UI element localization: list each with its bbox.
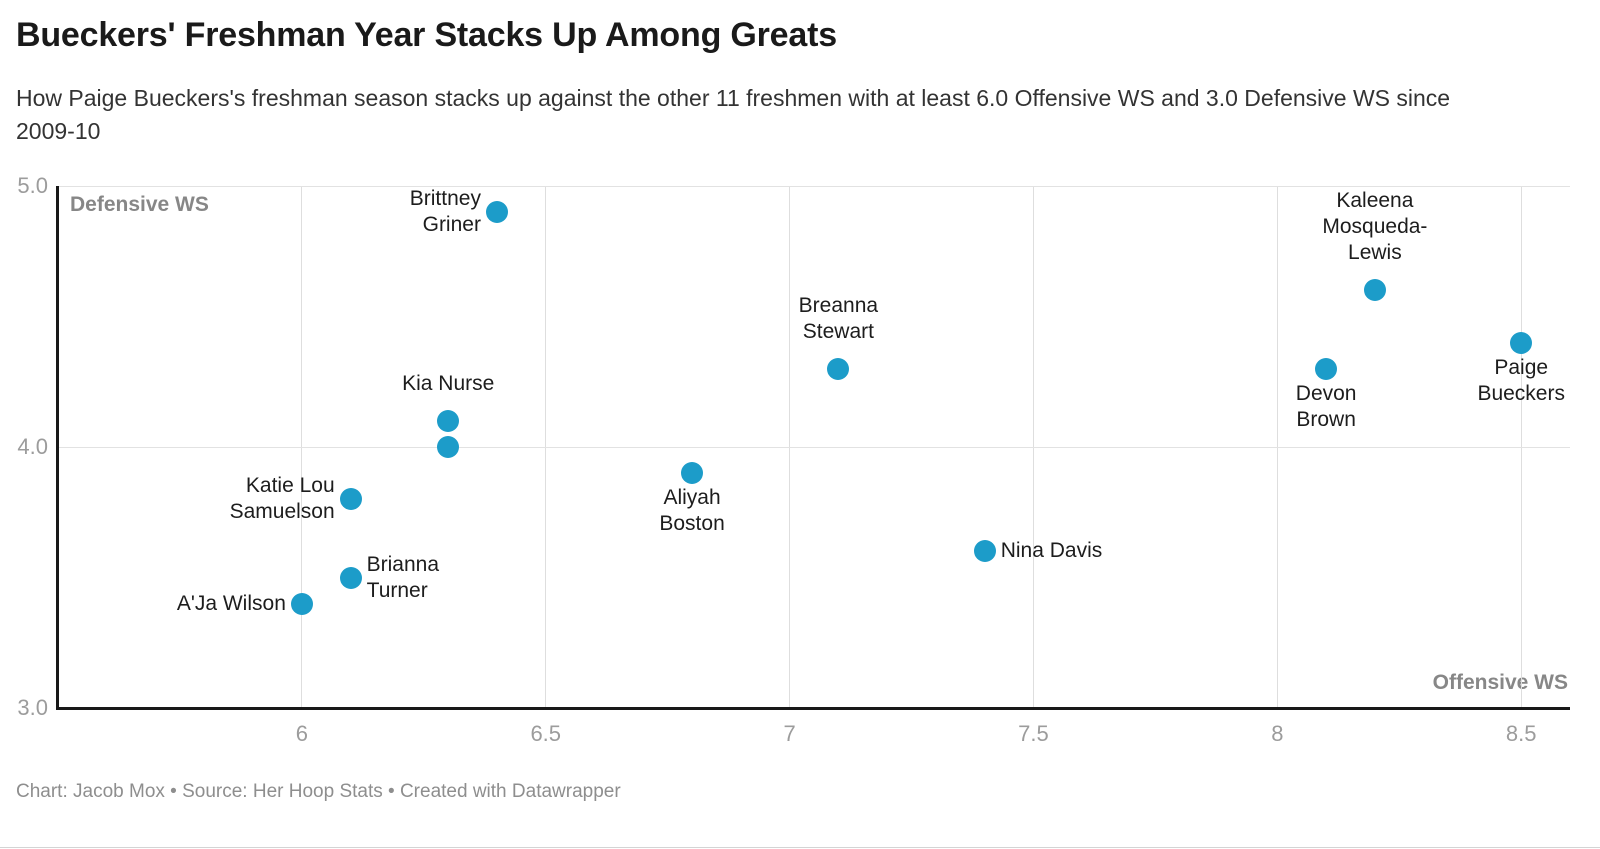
data-point[interactable] [1315, 357, 1338, 380]
point-label-line: Devon [1295, 381, 1357, 405]
data-point[interactable] [437, 409, 460, 432]
x-axis-title: Offensive WS [1432, 671, 1568, 694]
point-label: Kia Nurse [402, 371, 494, 397]
x-tick-label: 6 [295, 721, 308, 746]
data-point[interactable] [681, 462, 704, 485]
point-label-line: Bueckers [1477, 381, 1565, 405]
point-label: A'Ja Wilson [177, 591, 286, 617]
chart-subtitle: How Paige Bueckers's freshman season sta… [16, 85, 1451, 144]
point-label-line: Brown [1296, 407, 1356, 431]
point-label-line: Lewis [1348, 241, 1402, 265]
point-label-line: Katie Lou [245, 474, 335, 498]
point-label: Paige Bueckers [1477, 355, 1565, 407]
point-label-line: Breanna [798, 293, 879, 317]
point-label: Aliyah Boston [659, 485, 724, 537]
data-point[interactable] [973, 540, 996, 563]
embed-bottom-border [0, 847, 1600, 848]
data-point[interactable] [339, 488, 362, 511]
point-label: Katie Lou Samuelson [230, 473, 335, 525]
x-axis-line [56, 707, 1570, 710]
y-gridline [58, 446, 1570, 448]
point-label-line: Brianna [366, 552, 440, 576]
y-tick-label: 4.0 [17, 434, 48, 459]
point-label: Brittney Griner [410, 186, 481, 238]
point-label-line: Nina Davis [1000, 539, 1103, 563]
point-label-line: Kaleena [1336, 189, 1414, 213]
data-point[interactable] [437, 436, 460, 458]
y-tick-label: 3.0 [17, 695, 48, 720]
point-label-line: Mosqueda- [1322, 215, 1428, 239]
data-point[interactable] [485, 201, 508, 224]
y-tick-label: 5.0 [17, 173, 48, 198]
x-tick-label: 7.5 [1018, 721, 1049, 746]
x-tick-label: 6.5 [530, 721, 562, 746]
x-tick-label: 8.5 [1505, 721, 1537, 746]
point-label: Breanna Stewart [799, 293, 878, 345]
data-point[interactable] [1363, 279, 1386, 302]
y-axis-line [56, 186, 59, 710]
chart-title: Bueckers' Freshman Year Stacks Up Among … [16, 16, 837, 54]
x-tick-label: 8 [1271, 721, 1284, 746]
point-label-line: Aliyah [663, 486, 721, 510]
x-tick-label: 7 [783, 721, 796, 746]
data-point[interactable] [339, 566, 362, 589]
point-label-line: A'Ja Wilson [176, 591, 286, 615]
point-label-line: Brittney [409, 187, 481, 211]
point-label-line: Boston [659, 512, 725, 536]
data-point[interactable] [290, 592, 313, 615]
data-point[interactable] [1510, 331, 1533, 354]
point-label: Devon Brown [1296, 381, 1357, 433]
point-label: Brianna Turner [367, 552, 439, 604]
chart-footer-credits: Chart: Jacob Mox • Source: Her Hoop Stat… [16, 781, 621, 802]
point-label-line: Turner [366, 578, 428, 602]
point-label: Nina Davis [1001, 538, 1103, 564]
y-axis-title: Defensive WS [70, 193, 209, 216]
point-label-line: Paige [1494, 355, 1549, 379]
point-label-line: Kia Nurse [402, 371, 495, 395]
data-point[interactable] [827, 357, 850, 380]
y-gridline [58, 185, 1570, 187]
point-label-line: Griner [422, 213, 481, 237]
point-label: Kaleena Mosqueda- Lewis [1322, 188, 1427, 266]
point-label-line: Stewart [802, 319, 874, 343]
point-label-line: Samuelson [229, 500, 335, 524]
